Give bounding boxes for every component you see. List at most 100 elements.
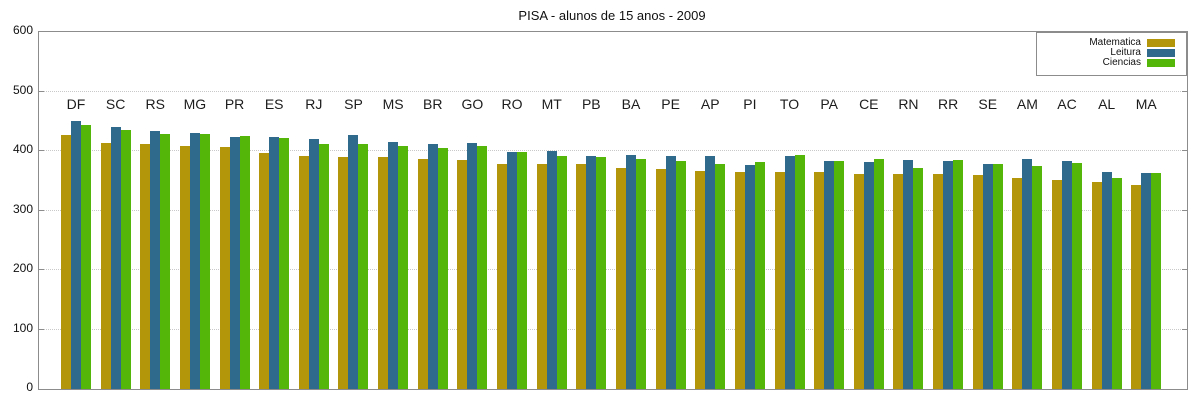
y-tick-mark-right-400 — [1182, 150, 1187, 151]
category-label-AL: AL — [1098, 96, 1116, 112]
y-axis: 0 100 200 300 400 500 600 — [0, 23, 33, 394]
bar-group-BR: BR — [417, 32, 448, 389]
bar-SP-leitura — [348, 134, 359, 389]
legend-label-matematica: Matematica — [1089, 37, 1141, 48]
bar-PB-ciencias — [596, 156, 607, 389]
bar-PI-matematica — [734, 171, 745, 389]
y-tick-mark-left-500 — [39, 90, 44, 92]
bar-PE-leitura — [665, 156, 676, 389]
bar-PE-ciencias — [675, 160, 686, 389]
category-label-BR: BR — [423, 96, 443, 112]
bar-RS-leitura — [150, 130, 161, 389]
bar-SP-matematica — [338, 156, 349, 389]
bar-group-SP: SP — [338, 32, 369, 389]
bar-PI-leitura — [744, 164, 755, 389]
bar-TO-leitura — [784, 155, 795, 389]
bar-RS-ciencias — [160, 134, 171, 389]
y-tick-mark-left-300 — [39, 209, 44, 211]
bar-CE-matematica — [853, 173, 864, 389]
bar-AP-matematica — [695, 171, 706, 389]
y-axis-tick-label-500: 500 — [12, 82, 33, 97]
bar-MG-ciencias — [199, 133, 210, 389]
bar-AM-leitura — [1022, 158, 1033, 389]
bar-PA-ciencias — [834, 161, 845, 389]
bar-group-ES: ES — [259, 32, 290, 389]
bar-CE-leitura — [863, 161, 874, 389]
legend-item-ciencias: Ciencias — [1037, 58, 1186, 68]
category-label-MS: MS — [382, 96, 404, 112]
category-label-PE: PE — [661, 96, 680, 112]
y-axis-tick-label-600: 600 — [12, 23, 33, 37]
plot-area: Matematica Leitura Ciencias DF SC RS MG PR ES RJ… — [38, 31, 1188, 390]
bar-group-SC: SC — [100, 32, 131, 389]
legend: Matematica Leitura Ciencias — [1036, 32, 1187, 76]
category-label-SP: SP — [344, 96, 363, 112]
bar-RO-matematica — [497, 163, 508, 389]
bar-RR-leitura — [943, 160, 954, 389]
gridline-200 — [39, 269, 1187, 270]
bar-SE-ciencias — [992, 164, 1003, 389]
y-axis-tick-label-400: 400 — [12, 142, 33, 156]
category-label-AC: AC — [1057, 96, 1077, 112]
category-label-PR: PR — [224, 96, 245, 112]
bar-group-AM: AM — [1012, 32, 1043, 389]
bar-SC-ciencias — [120, 129, 131, 389]
bar-group-RO: RO — [497, 32, 528, 389]
bar-AL-ciencias — [1111, 177, 1122, 389]
bar-AC-matematica — [1052, 180, 1062, 389]
bar-RN-matematica — [893, 173, 904, 389]
y-axis-tick-label-100: 100 — [12, 320, 33, 335]
bar-group-PA: PA — [814, 32, 845, 389]
bar-PR-ciencias — [239, 136, 250, 389]
bar-ES-leitura — [269, 136, 280, 389]
category-label-GO: GO — [461, 96, 484, 112]
bar-TO-ciencias — [794, 155, 805, 389]
bar-MG-leitura — [189, 133, 200, 389]
bar-RJ-ciencias — [318, 143, 329, 389]
bar-DF-matematica — [61, 134, 71, 389]
bar-PA-matematica — [814, 172, 825, 389]
gridline-300 — [39, 209, 1187, 211]
bar-RS-matematica — [140, 144, 151, 389]
bar-AP-ciencias — [715, 163, 726, 389]
bar-AC-leitura — [1062, 160, 1072, 389]
bar-GO-leitura — [467, 143, 478, 389]
gridline-100 — [39, 328, 1187, 330]
legend-label-ciencias: Ciencias — [1102, 57, 1141, 68]
bar-AM-matematica — [1012, 178, 1023, 389]
bar-group-DF: DF — [61, 32, 91, 389]
chart-title: PISA - alunos de 15 anos - 2009 — [518, 8, 706, 23]
y-axis-tick-label-300: 300 — [12, 201, 33, 216]
category-label-PB: PB — [581, 96, 601, 112]
bar-group-MG: MG — [179, 32, 210, 389]
bar-group-RR: RR — [933, 32, 964, 389]
bar-group-SE: SE — [972, 32, 1003, 389]
bar-RN-ciencias — [913, 168, 924, 389]
bar-SC-leitura — [110, 127, 121, 389]
category-label-AP: AP — [700, 96, 720, 112]
bar-GO-matematica — [457, 159, 468, 389]
category-label-AM: AM — [1016, 96, 1038, 112]
bar-group-AP: AP — [695, 32, 726, 389]
bar-PR-leitura — [229, 136, 240, 389]
bar-GO-ciencias — [477, 145, 488, 389]
category-label-RO: RO — [501, 96, 523, 112]
y-tick-mark-right-200 — [1182, 269, 1187, 270]
gridline-400 — [39, 150, 1187, 151]
legend-swatch-ciencias — [1147, 59, 1175, 67]
bar-group-AC: AC — [1052, 32, 1082, 389]
y-axis-tick-label-0: 0 — [26, 380, 33, 394]
bar-group-RS: RS — [140, 32, 171, 389]
legend-item-leitura: Leitura — [1037, 48, 1186, 58]
bar-group-BA: BA — [615, 32, 646, 389]
legend-label-leitura: Leitura — [1110, 47, 1141, 58]
bar-BR-matematica — [417, 159, 428, 389]
bar-MT-leitura — [546, 151, 557, 389]
bar-BA-ciencias — [635, 159, 646, 389]
category-label-CE: CE — [859, 96, 879, 112]
bar-group-MS: MS — [378, 32, 409, 389]
legend-swatch-matematica — [1147, 39, 1175, 47]
category-label-MT: MT — [541, 96, 562, 112]
bar-ES-ciencias — [279, 137, 290, 389]
